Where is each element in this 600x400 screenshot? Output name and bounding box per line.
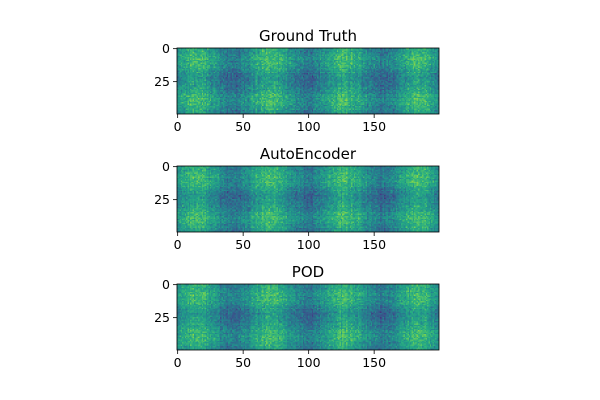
panel-title: POD [292, 263, 324, 281]
y-tick-label: 25 [154, 192, 170, 207]
axes-frame [176, 165, 440, 233]
x-tick-label: 50 [235, 237, 251, 252]
panel-title: AutoEncoder [260, 145, 357, 163]
x-tick-label: 150 [362, 237, 386, 252]
x-tick-label: 0 [174, 355, 182, 370]
x-tick-label: 0 [174, 237, 182, 252]
x-tick-label: 50 [235, 355, 251, 370]
heatmap-panel-1: Ground Truth 0 50 100 150 0 25 [154, 27, 440, 134]
heatmap-panel-2: AutoEncoder 0 50 100 150 0 25 [154, 145, 440, 252]
x-tick-label: 50 [235, 119, 251, 134]
y-tick-label: 25 [154, 310, 170, 325]
axes-frame [176, 283, 440, 351]
heatmap-image [177, 48, 439, 114]
axes-frame [176, 47, 440, 115]
x-tick-label: 150 [362, 355, 386, 370]
heatmap-panel-3: POD 0 50 100 150 0 25 [154, 263, 440, 370]
y-tick-label: 0 [162, 159, 170, 174]
x-tick-label: 100 [297, 119, 321, 134]
heatmap-image [177, 166, 439, 232]
heatmap-image [177, 284, 439, 350]
y-tick-label: 0 [162, 277, 170, 292]
x-tick-label: 150 [362, 119, 386, 134]
x-tick-label: 100 [297, 355, 321, 370]
y-tick-label: 0 [162, 41, 170, 56]
x-tick-label: 100 [297, 237, 321, 252]
y-tick-label: 25 [154, 74, 170, 89]
panel-title: Ground Truth [259, 27, 357, 45]
x-tick-label: 0 [174, 119, 182, 134]
